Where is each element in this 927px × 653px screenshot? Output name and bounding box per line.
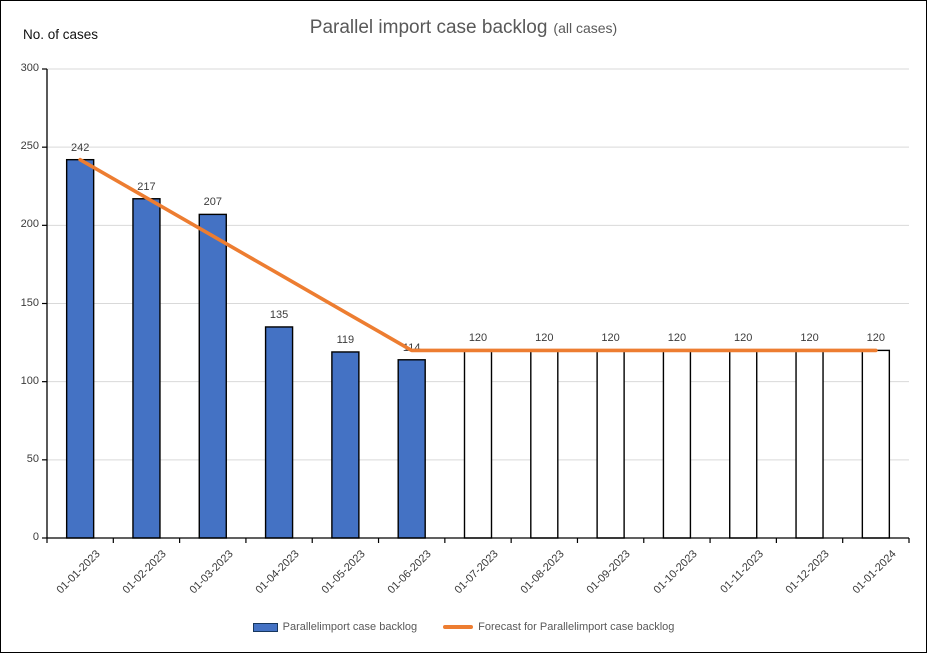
bar-01-06-2023[interactable] <box>397 359 426 539</box>
legend-line-label: Forecast for Parallelimport case backlog <box>478 621 675 633</box>
legend-bar-label: Parallelimport case backlog <box>282 621 418 633</box>
chart-title-subtitle: (all cases) <box>553 20 618 36</box>
legend-item-bars[interactable]: Parallelimport case backlog <box>252 621 418 633</box>
bar-01-03-2023[interactable] <box>198 213 227 539</box>
bar-01-12-2023-forecast[interactable] <box>795 349 824 539</box>
legend-item-line[interactable]: Forecast for Parallelimport case backlog <box>443 621 674 633</box>
chart-title-main: Parallel import case backlog <box>309 17 548 38</box>
y-axis-note: No. of cases <box>23 27 99 42</box>
bar-01-01-2023[interactable] <box>65 158 95 539</box>
bar-01-05-2023[interactable] <box>331 351 360 539</box>
bar-01-04-2023[interactable] <box>264 326 294 539</box>
bar-01-01-2024-forecast[interactable] <box>861 349 891 539</box>
chart-title: Parallel import case backlog (all cases) <box>1 17 926 39</box>
bar-01-02-2023[interactable] <box>132 198 161 539</box>
bar-01-11-2023-forecast[interactable] <box>729 349 758 539</box>
line-series-swatch-icon <box>443 625 474 629</box>
legend: Parallelimport case backlog Forecast for… <box>1 621 926 633</box>
bar-series-swatch-icon <box>252 622 278 632</box>
forecast-line[interactable] <box>78 157 878 353</box>
bar-01-10-2023-forecast[interactable] <box>662 349 692 539</box>
